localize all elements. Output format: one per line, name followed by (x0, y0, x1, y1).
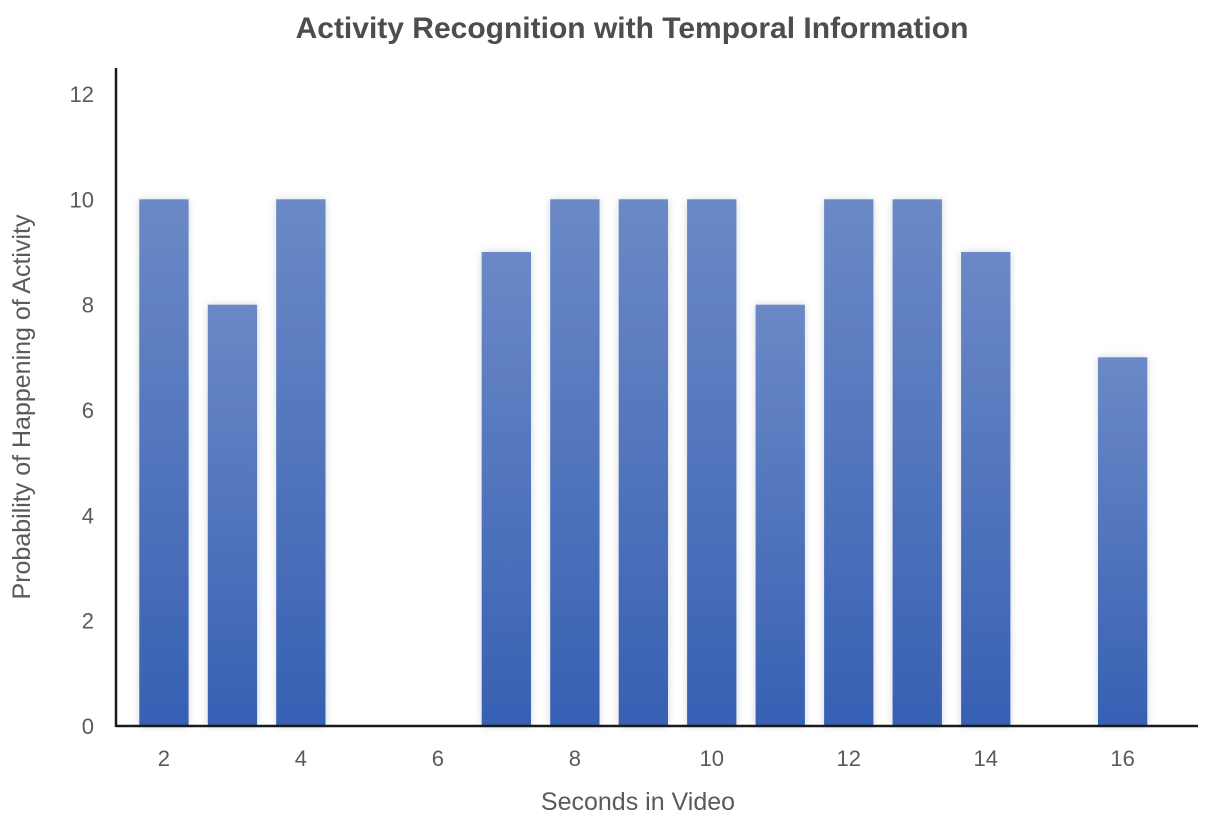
bar-14 (961, 252, 1011, 726)
y-tick-0: 0 (82, 714, 94, 739)
x-tick-8: 8 (569, 746, 581, 771)
x-axis-label: Seconds in Video (541, 788, 735, 816)
bars (139, 199, 1148, 727)
bar-9 (618, 199, 668, 727)
bar-2 (139, 199, 189, 727)
x-tick-2: 2 (158, 746, 170, 771)
x-tick-labels: 2 4 6 8 10 12 14 16 (158, 746, 1135, 771)
bar-11 (755, 304, 805, 726)
x-tick-16: 16 (1110, 746, 1134, 771)
x-tick-12: 12 (837, 746, 861, 771)
y-tick-4: 4 (82, 503, 94, 528)
bar-16 (1098, 357, 1148, 726)
bar-3 (207, 304, 258, 726)
y-tick-8: 8 (82, 293, 94, 318)
y-axis-label: Probability of Happening of Activity (8, 214, 36, 599)
bar-12 (824, 199, 874, 727)
y-tick-6: 6 (82, 398, 94, 423)
bar-4 (276, 199, 326, 727)
chart-title: Activity Recognition with Temporal Infor… (296, 12, 969, 45)
y-tick-labels: 0 2 4 6 8 10 12 (70, 82, 94, 739)
bar-10 (687, 199, 737, 727)
y-tick-2: 2 (82, 609, 94, 634)
bar-7 (481, 252, 531, 726)
x-tick-10: 10 (700, 746, 724, 771)
x-tick-6: 6 (432, 746, 444, 771)
y-tick-12: 12 (70, 82, 94, 107)
bar-13 (892, 199, 942, 727)
y-tick-10: 10 (70, 187, 94, 212)
x-tick-4: 4 (295, 746, 307, 771)
x-tick-14: 14 (973, 746, 997, 771)
bar-8 (550, 199, 600, 727)
